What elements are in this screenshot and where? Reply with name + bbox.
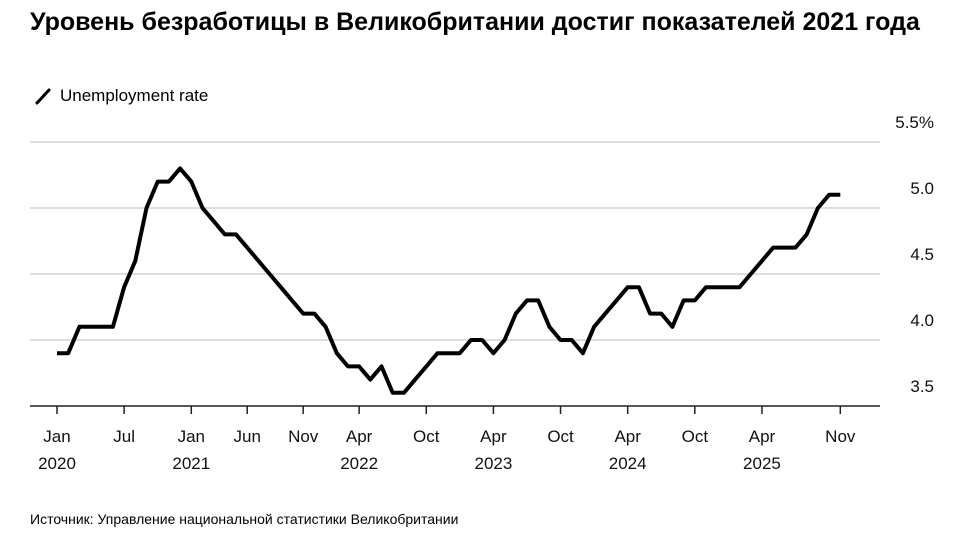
x-tick-label: Oct [682, 427, 709, 446]
y-tick-label: 4.0 [910, 311, 934, 330]
x-tick-year-label: 2021 [172, 454, 210, 473]
legend-line-icon [35, 88, 51, 105]
x-tick-year-label: 2022 [340, 454, 378, 473]
x-tick-year-label: 2020 [38, 454, 76, 473]
legend: Unemployment rate [34, 86, 208, 106]
x-tick-label: Apr [346, 427, 373, 446]
x-tick-label: Jun [234, 427, 261, 446]
y-tick-label: 4.5 [910, 245, 934, 264]
legend-label: Unemployment rate [60, 86, 209, 105]
x-tick-year-label: 2023 [474, 454, 512, 473]
x-tick-label: Nov [288, 427, 319, 446]
y-tick-label: 5.0 [910, 179, 934, 198]
x-tick-label: Jul [113, 427, 135, 446]
x-tick-label: Apr [614, 427, 641, 446]
x-tick-label: Jan [178, 427, 205, 446]
y-tick-label: 5.5% [895, 113, 934, 132]
x-tick-label: Apr [480, 427, 507, 446]
x-tick-year-label: 2025 [743, 454, 781, 473]
source-note: Источник: Управление национальной статис… [30, 511, 459, 527]
series-line-unemployment-rate [57, 166, 841, 395]
y-tick-label: 3.5 [910, 377, 934, 396]
x-tick-label: Jan [43, 427, 70, 446]
x-tick-label: Nov [825, 427, 856, 446]
x-tick-label: Oct [547, 427, 574, 446]
x-tick-label: Oct [413, 427, 440, 446]
x-tick-year-label: 2024 [609, 454, 647, 473]
chart-title: Уровень безработицы в Великобритании дос… [30, 8, 920, 36]
x-tick-label: Apr [749, 427, 776, 446]
